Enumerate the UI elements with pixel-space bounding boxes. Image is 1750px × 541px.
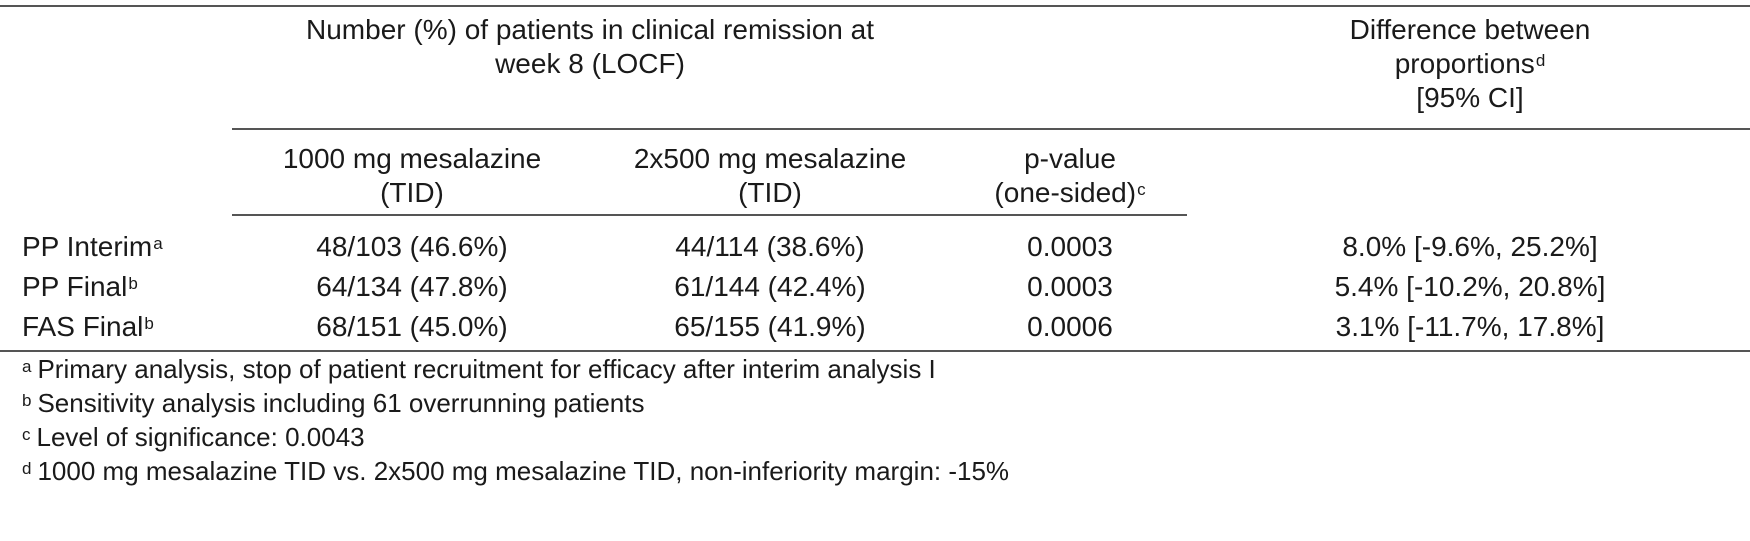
col-header-p-value: p-value (one-sided)c <box>994 143 1146 208</box>
footnote-b: b Sensitivity analysis including 61 overr… <box>22 388 645 418</box>
footnote-d: d 1000 mg mesalazine TID vs. 2x500 mg mes… <box>22 456 1010 486</box>
cell-p-value: 0.0006 <box>1027 311 1113 342</box>
cell-2x500mg: 65/155 (41.9%) <box>674 311 866 342</box>
cell-p-value: 0.0003 <box>1027 231 1113 262</box>
difference-header-line3: [95% CI] <box>1416 82 1524 113</box>
cell-2x500mg: 61/144 (42.4%) <box>674 271 866 302</box>
cell-2x500mg: 44/114 (38.6%) <box>675 231 865 262</box>
row-label: FAS Finalb <box>22 311 154 342</box>
footnote-mark: c <box>1137 180 1146 199</box>
footnote-mark: b <box>128 274 138 293</box>
row-label: PP Interima <box>22 231 163 262</box>
top-rule <box>0 5 1750 7</box>
cell-1000mg: 64/134 (47.8%) <box>316 271 508 302</box>
col-header-2x500mg: 2x500 mg mesalazine (TID) <box>633 143 907 208</box>
cell-difference: 5.4% [-10.2%, 20.8%] <box>1334 271 1606 302</box>
difference-header: Difference between proportionsd [95% CI] <box>1190 13 1750 115</box>
group-rule <box>232 128 1750 130</box>
footnote-mark: a <box>153 234 163 253</box>
bottom-rule <box>0 350 1750 352</box>
group-header-line1: Number (%) of patients in clinical remis… <box>306 14 874 45</box>
cell-p-value: 0.0003 <box>1027 271 1113 302</box>
footnote-a: a Primary analysis, stop of patient recru… <box>22 354 936 384</box>
col-header-1000mg: 1000 mg mesalazine (TID) <box>282 143 542 208</box>
group-header: Number (%) of patients in clinical remis… <box>240 13 940 81</box>
cell-difference: 3.1% [-11.7%, 17.8%] <box>1335 311 1605 342</box>
row-label: PP Finalb <box>22 271 138 302</box>
group-header-line2: week 8 (LOCF) <box>495 48 685 79</box>
footnote-mark: d <box>1535 51 1546 70</box>
subheader-rule <box>232 214 1187 216</box>
difference-header-line1: Difference between <box>1349 14 1591 45</box>
footnote-c: c Level of significance: 0.0043 <box>22 422 365 452</box>
cell-1000mg: 68/151 (45.0%) <box>316 311 508 342</box>
difference-header-line2: proportionsd <box>1394 48 1546 79</box>
footnote-mark: b <box>144 314 154 333</box>
cell-1000mg: 48/103 (46.6%) <box>316 231 508 262</box>
cell-difference: 8.0% [-9.6%, 25.2%] <box>1342 231 1598 262</box>
